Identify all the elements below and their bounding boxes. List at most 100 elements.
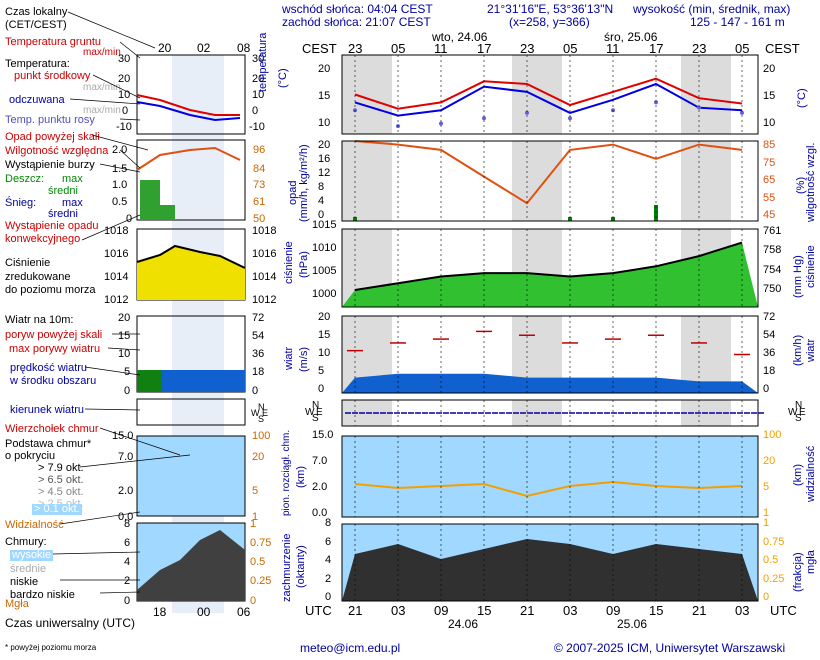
legend-prec-l0: 2.0	[112, 144, 128, 156]
cloud-cover-area	[342, 539, 758, 601]
axis-vis-unit: (km)	[792, 464, 804, 486]
legend-konwekcyjnego: konwekcyjnego	[5, 233, 81, 245]
tick-label-left: 8	[325, 517, 332, 529]
tick-label-left: 4	[325, 554, 332, 566]
axis-temp-unit-right: (°C)	[796, 88, 808, 108]
panel-pres-frame	[341, 228, 759, 308]
bottom-hour-label: 15	[477, 603, 492, 618]
tick-label-right: 18	[763, 365, 776, 377]
panel-prec-frame	[341, 140, 759, 222]
legend-deszcz-max: max	[62, 173, 83, 185]
legend-wysokie: wysokie	[10, 549, 54, 561]
tick-label-left: 16	[318, 153, 331, 165]
legend-wind-l0: 20	[118, 312, 131, 324]
top-hour-label: 23	[692, 41, 707, 56]
legend-temp-r1: 20	[252, 73, 265, 85]
legend-wilgotnosc: Wilgotność względna	[5, 145, 109, 157]
axis-fog-unit: (frakcja)	[792, 552, 804, 592]
axis-wind-unit: (m/s)	[298, 346, 310, 372]
legend-feel-line	[136, 101, 241, 122]
axis-cover-label: zachmurzenie	[281, 533, 293, 602]
legend-cover-l0: 8	[124, 518, 131, 530]
tick-label-right: 75	[763, 156, 776, 169]
legend-podstawa: Podstawa chmur*	[5, 438, 92, 450]
legend-max-min2: max/min	[83, 82, 121, 93]
tick-label-left: 5	[318, 365, 325, 377]
dew-point	[439, 121, 443, 126]
night-band	[512, 141, 562, 221]
bottom-hour-label: 21	[692, 603, 707, 618]
legend-prec-r0: 96	[253, 144, 266, 156]
tick-label-left: 15.0	[312, 429, 334, 441]
legend-okt01: > 0.1 okt.	[32, 503, 82, 515]
dir-label-w: W	[305, 407, 315, 418]
tick-label-right: 45	[763, 209, 776, 221]
tick-label-left: 0.0	[312, 507, 328, 519]
bottom-hour-label: 09	[434, 603, 449, 618]
dir-label-s: S	[312, 413, 319, 424]
night-band	[681, 141, 731, 221]
legend-mini-charts	[52, 11, 246, 613]
legend-okt45: > 4.5 okt.	[38, 486, 84, 498]
legend-czas-lokalny: Czas lokalny	[5, 6, 68, 18]
tick-label-right: 0	[763, 383, 770, 395]
axis-wind-label-right: wiatr	[805, 338, 817, 362]
legend-wind-r3: 18	[252, 366, 265, 378]
legend-prec-l2: 1.0	[112, 179, 128, 191]
panel-cover-frame	[341, 523, 759, 602]
dew-point	[740, 110, 744, 115]
top-hour-label: 05	[735, 41, 750, 56]
pressure-line	[354, 241, 743, 291]
tick-label-right: 55	[763, 191, 776, 204]
dir-label-n: N	[312, 400, 320, 411]
panel-temp-frame	[341, 54, 759, 135]
rain-bar	[353, 217, 357, 221]
legend-niskie: niskie	[10, 576, 39, 588]
legend-okt65: > 6.5 okt.	[38, 474, 84, 486]
legend-wind-l2: 10	[118, 348, 131, 360]
axis-temp-unit: (°C)	[277, 68, 289, 88]
bottom-hour-label: 15	[649, 603, 664, 618]
legend-dir-n: N	[258, 402, 265, 412]
tick-label-right: 85	[763, 139, 776, 151]
top-hour-label: 11	[434, 41, 448, 56]
panel-cloud-frame	[341, 435, 759, 518]
date-bottom-0: 24.06	[448, 617, 479, 631]
tick-label-right: 5	[763, 481, 770, 493]
temperature-line	[354, 77, 743, 110]
legend-chmury: Chmury:	[5, 536, 47, 548]
legend-snieg-max: max	[62, 197, 83, 209]
legend-pres-l3: 1012	[104, 294, 129, 306]
axis-fog-label: mgła	[805, 550, 817, 574]
top-hour-label: 05	[563, 41, 578, 56]
legend-mgla: Mgła	[5, 598, 29, 610]
footer-email[interactable]: meteo@icm.edu.pl	[300, 641, 401, 655]
legend-widzialnosc: Widzialność	[5, 519, 64, 531]
legend-cover-l4: 0	[124, 595, 131, 607]
dir-label-w-right: W	[788, 407, 798, 418]
tick-label-left: 0	[318, 383, 325, 395]
axis-pres-label-right: ciśnienie	[805, 245, 817, 288]
legend-snieg-sredni: średni	[48, 208, 78, 220]
tick-label-left: 6	[325, 535, 332, 548]
axis-cover-unit: (oktanty)	[295, 545, 307, 588]
tick-label-right: 1	[763, 517, 770, 529]
legend-o-pokryciu: o pokryciu	[5, 450, 56, 462]
legend-rh-line	[136, 146, 241, 171]
legend-temp-r4: -10	[249, 121, 265, 133]
wind-speed-area	[342, 373, 758, 393]
tick-label-right: 36	[763, 347, 776, 359]
panel-wind-frame	[341, 315, 759, 394]
bottom-hour-label: 21	[520, 603, 535, 618]
tick-label-left: 20	[318, 139, 331, 151]
night-band	[512, 55, 562, 134]
legend-pres-l2: 1014	[104, 271, 129, 283]
tick-label-right: 54	[763, 329, 776, 341]
tick-label-right: 100	[763, 429, 782, 441]
legend-cloud-l3: 0.0	[118, 511, 134, 523]
grid-text: (x=258, y=366)	[509, 15, 590, 29]
tick-label-right: 65	[763, 174, 776, 186]
tick-label-left: 1005	[312, 265, 337, 277]
legend-temp-l4: -10	[116, 121, 132, 133]
legend-deszcz: Deszcz:	[5, 173, 45, 185]
